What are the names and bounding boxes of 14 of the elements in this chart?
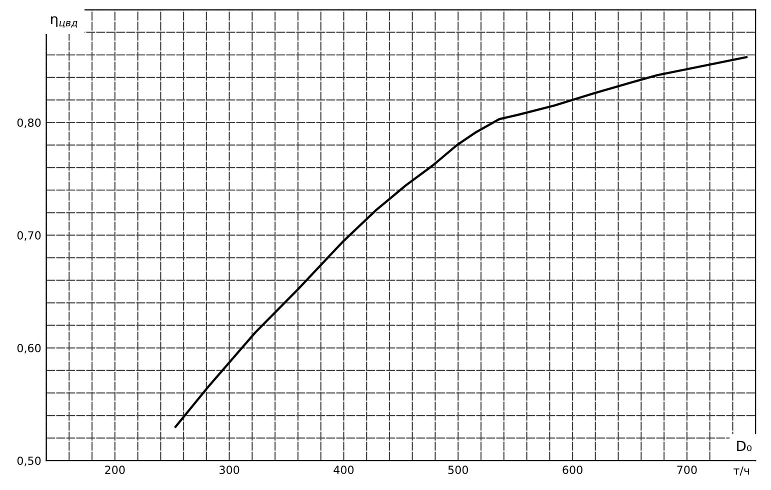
x-tick-label: 700 xyxy=(677,466,697,474)
y-tick-label: 0,80 xyxy=(17,118,41,128)
text: т/ч xyxy=(734,466,750,476)
x-tick-label: 200 xyxy=(105,466,125,474)
x-tick-label: 300 xyxy=(220,466,240,474)
y-tick-label: 0,60 xyxy=(17,344,41,354)
line-series xyxy=(174,56,748,428)
x-axis-title: D₀ xyxy=(737,440,752,452)
x-tick-label: 400 xyxy=(334,466,354,474)
y-tick-label: 0,70 xyxy=(17,231,41,241)
x-tick-label: 500 xyxy=(448,466,468,474)
y-tick-label: 0,50 xyxy=(17,456,41,466)
x-tick-label: 600 xyxy=(562,466,582,474)
y-axis-title: η$_{цвд}$ xyxy=(51,16,78,28)
